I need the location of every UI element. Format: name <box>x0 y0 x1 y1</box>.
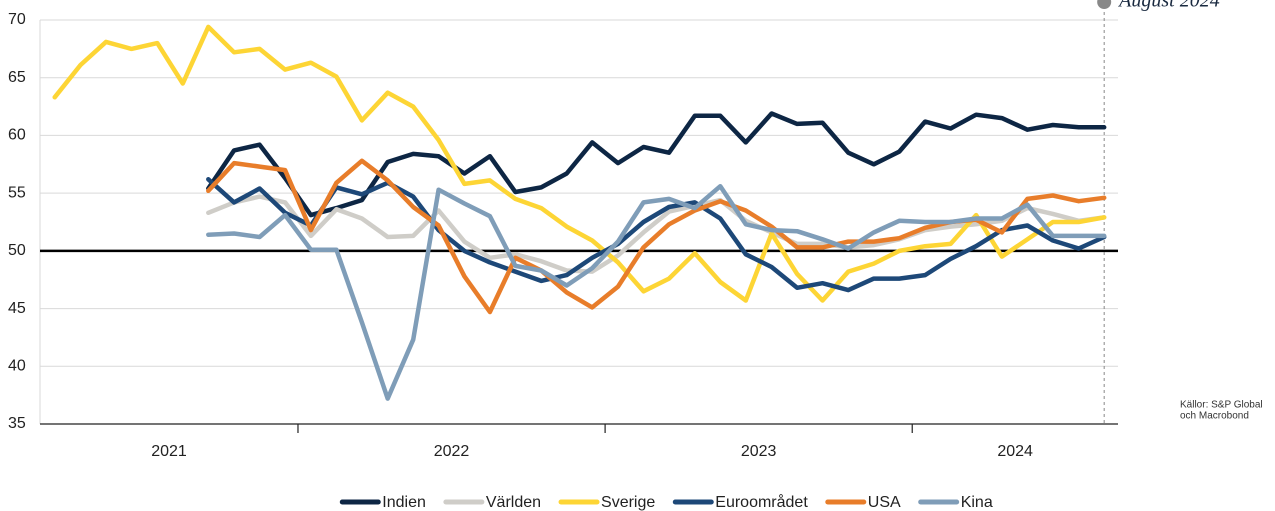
legend-label: Euroområdet <box>715 493 808 511</box>
y-tick-label: 45 <box>8 300 26 317</box>
y-tick-label: 60 <box>8 127 26 144</box>
source-text: och Macrobond <box>1180 411 1249 422</box>
series-line <box>206 183 1107 401</box>
source-text: Källor: S&P Global <box>1180 400 1263 411</box>
series-line <box>206 111 1107 218</box>
legend-label: Kina <box>961 494 993 511</box>
legend-label: Sverige <box>601 494 655 511</box>
x-year-label: 2024 <box>997 443 1033 460</box>
legend-label: USA <box>868 494 901 511</box>
series-line <box>52 24 1107 303</box>
y-tick-label: 55 <box>8 184 26 201</box>
series-line <box>206 177 1107 293</box>
y-tick-label: 40 <box>8 358 26 375</box>
legend-label: Världen <box>486 494 541 511</box>
y-tick-label: 50 <box>8 242 26 259</box>
series-line <box>206 158 1107 315</box>
y-tick-label: 35 <box>8 415 26 432</box>
annotation-dot <box>1097 0 1112 9</box>
x-year-label: 2023 <box>741 443 777 460</box>
legend-label: Indien <box>382 494 426 511</box>
annotation-text: August 2024 <box>1117 0 1220 12</box>
x-year-label: 2022 <box>434 443 470 460</box>
series-line <box>206 194 1107 274</box>
y-tick-label: 65 <box>8 69 26 86</box>
legend: Indien Världen Sverige Euroområdet USA Kina <box>339 493 993 511</box>
x-year-label: 2021 <box>151 443 187 460</box>
y-tick-label: 70 <box>8 11 26 28</box>
